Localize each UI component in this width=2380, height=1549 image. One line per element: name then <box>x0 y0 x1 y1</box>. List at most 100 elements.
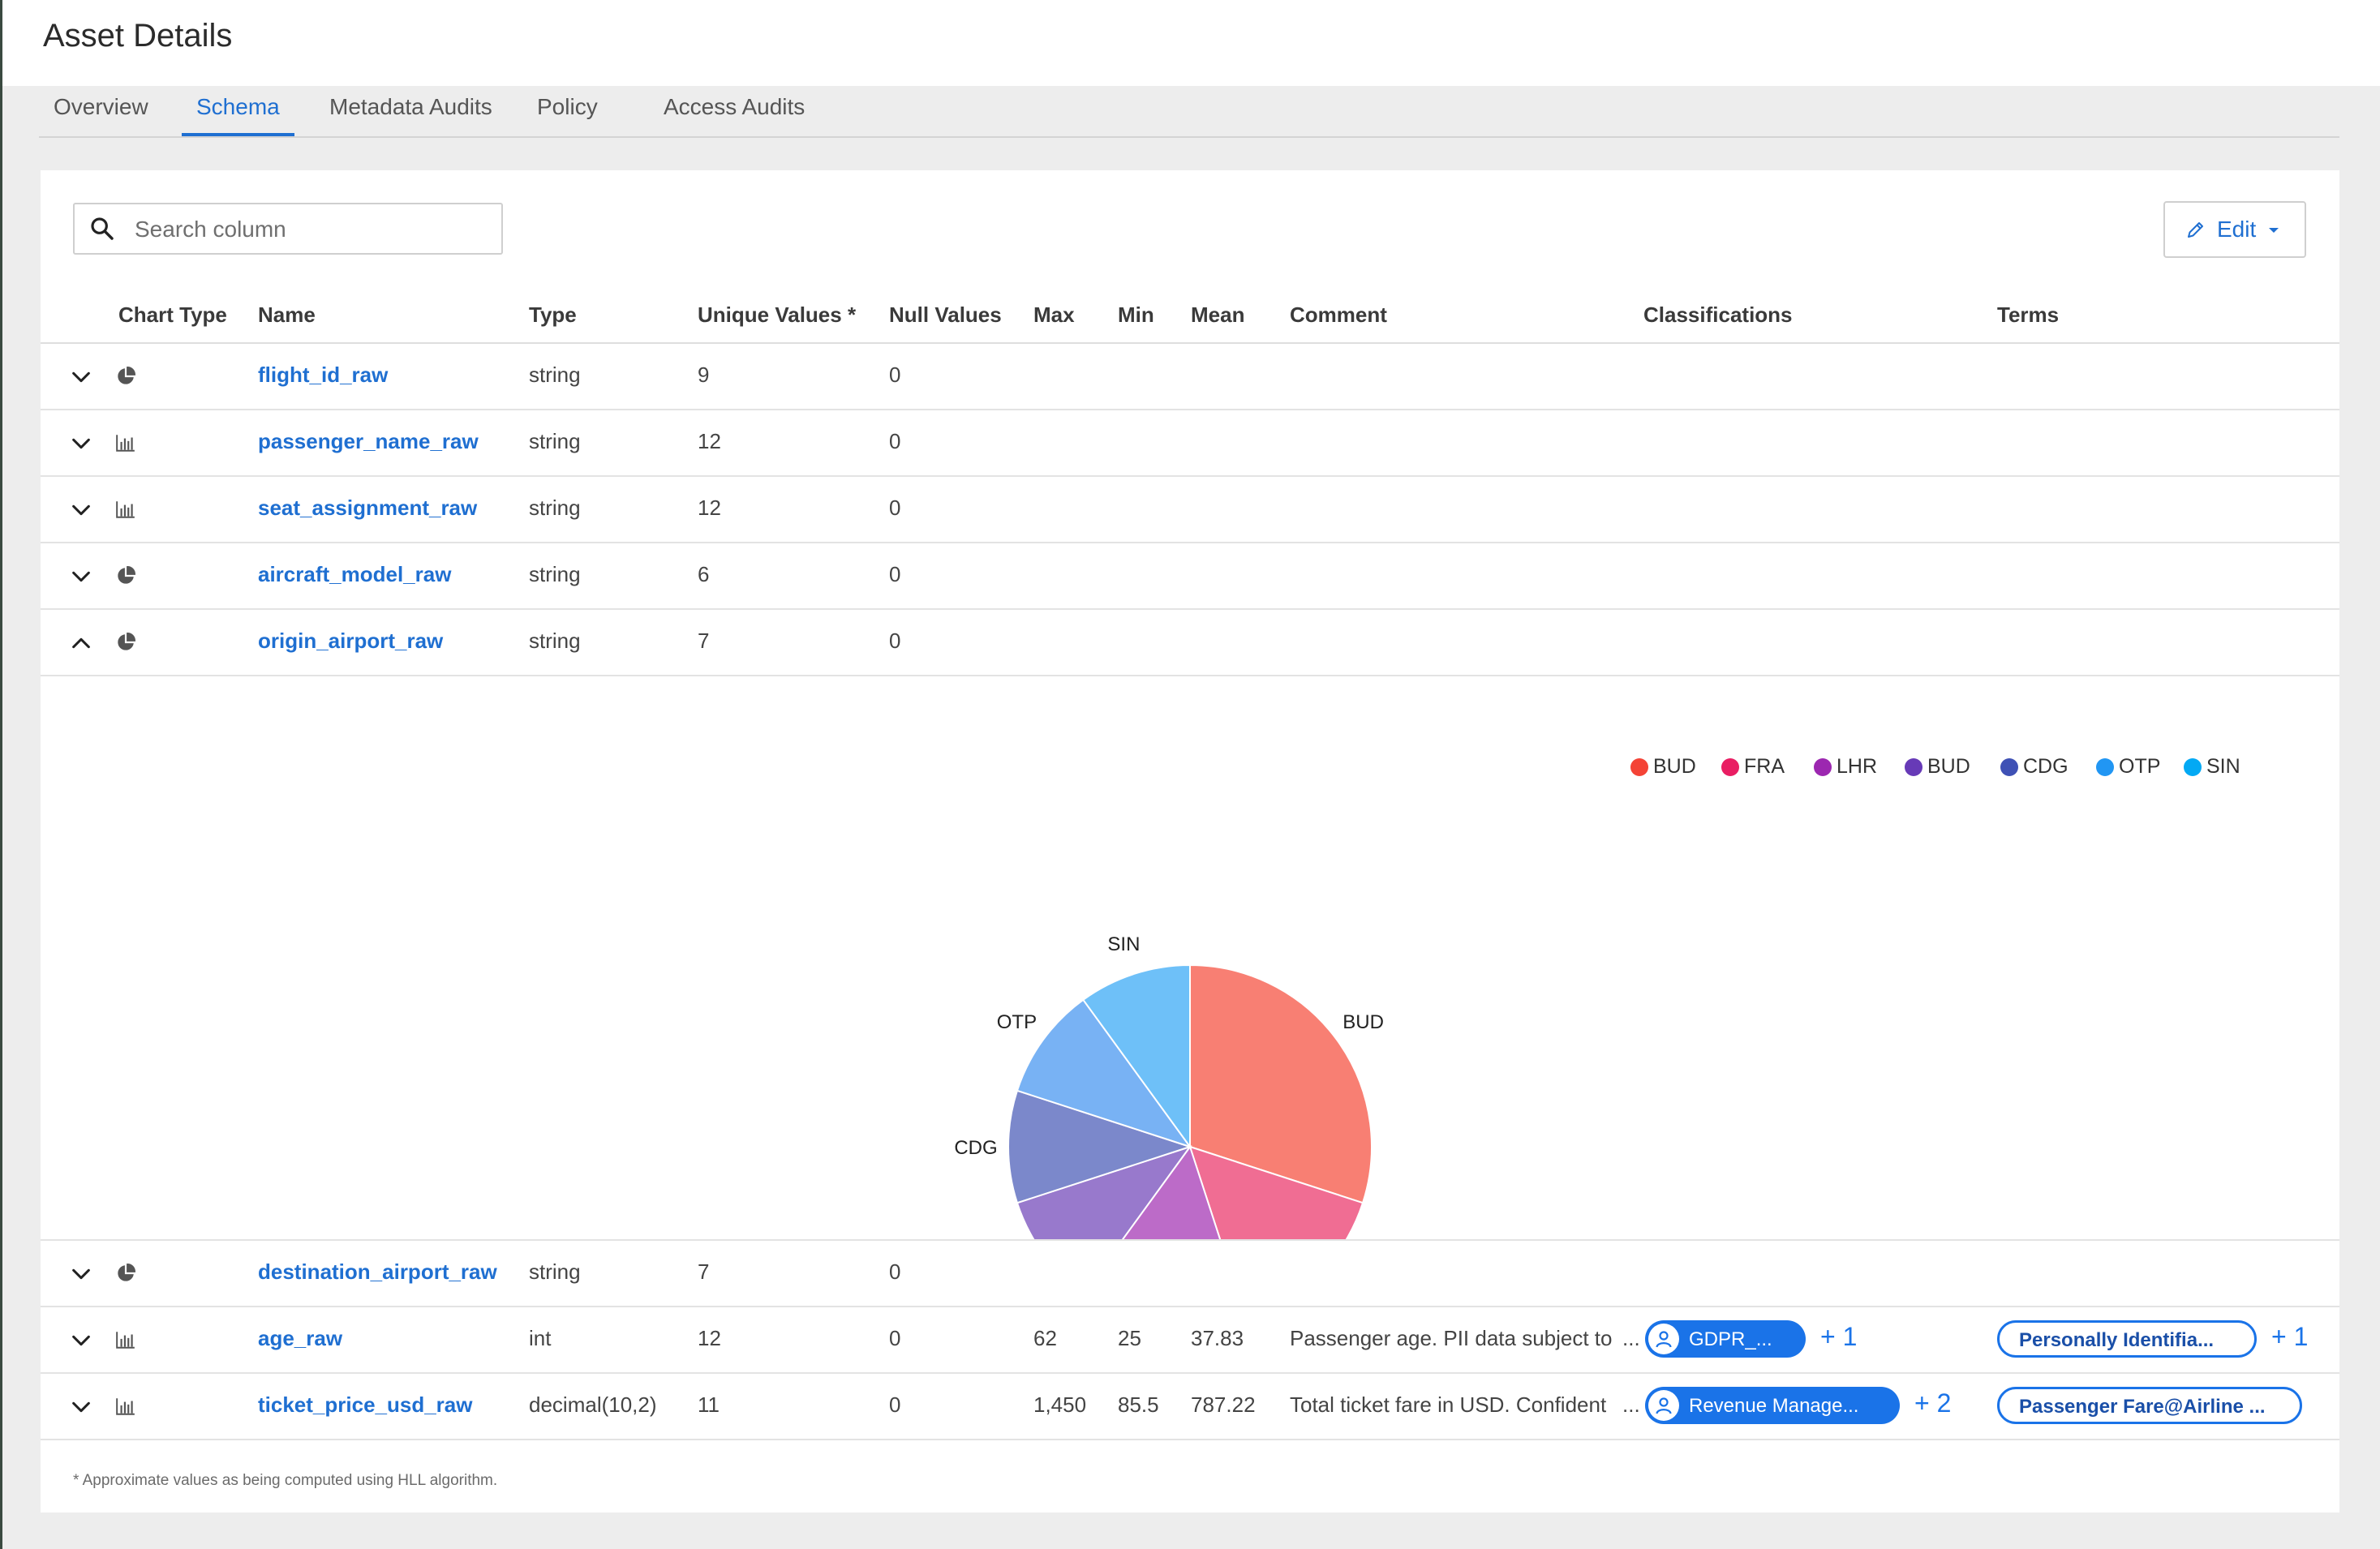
table-row[interactable]: seat_assignment_raw string 12 0 <box>41 477 2339 543</box>
more-terms[interactable]: + 1 <box>2271 1322 2309 1351</box>
column-header-type: Type <box>529 303 577 327</box>
pie-chart-icon <box>118 633 135 650</box>
unique-values: 6 <box>698 562 710 586</box>
search-input[interactable] <box>133 212 485 247</box>
max-value: 1,450 <box>1033 1392 1087 1417</box>
chevron-down-icon[interactable] <box>70 1263 92 1285</box>
comment-text: Passenger age. PII data subject to <box>1290 1326 1613 1350</box>
comment-more[interactable]: ... <box>1622 1392 1640 1417</box>
column-header-max: Max <box>1033 303 1075 327</box>
legend-dot <box>1905 758 1922 776</box>
chevron-down-icon[interactable] <box>70 499 92 521</box>
schema-panel: Edit Chart Type Name Type Unique Values … <box>41 170 2339 1513</box>
term-tag[interactable]: Personally Identifia... <box>1997 1320 2257 1358</box>
column-name-link[interactable]: age_raw <box>258 1326 343 1350</box>
pie-slice-cdg[interactable] <box>1007 1089 1193 1204</box>
legend-label: BUD <box>1927 755 1970 778</box>
column-name-link[interactable]: aircraft_model_raw <box>258 562 452 586</box>
pie-label: SIN <box>1107 933 1140 955</box>
tab-metadata-audits[interactable]: Metadata Audits <box>329 94 492 119</box>
header-divider <box>41 342 2339 344</box>
comment-more[interactable]: ... <box>1622 1326 1640 1350</box>
table-row[interactable]: destination_airport_raw string 7 0 <box>41 1241 2339 1307</box>
null-values: 0 <box>889 1259 901 1284</box>
mean-value: 37.83 <box>1191 1326 1244 1350</box>
table-row-expanded[interactable]: origin_airport_raw string 7 0 <box>41 610 2339 676</box>
bar-chart-icon <box>116 435 135 452</box>
max-value: 62 <box>1033 1326 1057 1350</box>
pie-chart-icon <box>118 367 135 384</box>
window-edge <box>0 0 2 1549</box>
classification-tag[interactable]: Revenue Manage... <box>1645 1387 1900 1424</box>
legend-label: BUD <box>1653 755 1696 778</box>
more-classifications[interactable]: + 2 <box>1914 1388 1952 1418</box>
column-name-link[interactable]: seat_assignment_raw <box>258 496 478 520</box>
table-row[interactable]: age_raw int 12 0 62 25 37.83 Passenger a… <box>41 1307 2339 1374</box>
pie-slice-sin[interactable] <box>1081 963 1191 1150</box>
column-type: string <box>529 363 581 387</box>
column-header-classifications: Classifications <box>1643 303 1793 327</box>
legend-dot <box>2000 758 2018 776</box>
null-values: 0 <box>889 562 901 586</box>
legend-dot <box>1721 758 1739 776</box>
pie-label: BUD <box>1343 1011 1384 1033</box>
pie-slice-bud[interactable] <box>1016 1145 1192 1239</box>
column-name-link[interactable]: destination_airport_raw <box>258 1259 497 1284</box>
pie-slice-otp[interactable] <box>1016 998 1192 1148</box>
unique-values: 7 <box>698 629 710 653</box>
classification-label: GDPR_... <box>1689 1328 1772 1350</box>
null-values: 0 <box>889 363 901 387</box>
table-row[interactable]: ticket_price_usd_raw decimal(10,2) 11 0 … <box>41 1374 2339 1440</box>
search-field[interactable] <box>73 203 503 255</box>
pie-slice-lhr[interactable] <box>1083 1144 1246 1239</box>
column-name-link[interactable]: ticket_price_usd_raw <box>258 1392 473 1417</box>
column-name-link[interactable]: passenger_name_raw <box>258 429 479 453</box>
pencil-icon <box>2188 222 2203 238</box>
legend-dot <box>1630 758 1648 776</box>
table-row[interactable]: aircraft_model_raw string 6 0 <box>41 543 2339 610</box>
column-type: string <box>529 562 581 586</box>
null-values: 0 <box>889 629 901 653</box>
column-name-link[interactable]: flight_id_raw <box>258 363 389 387</box>
footnote: * Approximate values as being computed u… <box>73 1472 498 1489</box>
chevron-down-icon[interactable] <box>70 1396 92 1418</box>
chevron-down-icon[interactable] <box>70 565 92 588</box>
pie-slice-fra[interactable] <box>1188 1145 1364 1239</box>
user-icon <box>1648 1390 1679 1421</box>
null-values: 0 <box>889 429 901 453</box>
table-row[interactable]: passenger_name_raw string 12 0 <box>41 410 2339 477</box>
chevron-up-icon[interactable] <box>70 632 92 654</box>
column-type: decimal(10,2) <box>529 1392 657 1417</box>
null-values: 0 <box>889 1326 901 1350</box>
search-icon <box>91 217 114 240</box>
pie-chart-icon <box>118 566 135 584</box>
legend-label: CDG <box>2023 755 2069 778</box>
bar-chart-icon <box>116 1398 135 1415</box>
unique-values: 12 <box>698 1326 721 1350</box>
edit-button[interactable]: Edit <box>2163 201 2306 258</box>
tab-schema[interactable]: Schema <box>182 94 294 136</box>
caret-down-icon <box>2269 228 2279 233</box>
column-header-min: Min <box>1118 303 1154 327</box>
chevron-down-icon[interactable] <box>70 1329 92 1352</box>
pie-label: OTP <box>997 1011 1037 1033</box>
unique-values: 12 <box>698 429 721 453</box>
more-classifications[interactable]: + 1 <box>1820 1322 1858 1351</box>
tab-policy[interactable]: Policy <box>537 94 598 119</box>
unique-values: 7 <box>698 1259 710 1284</box>
table-row[interactable]: flight_id_raw string 9 0 <box>41 344 2339 410</box>
bar-chart-icon <box>116 501 135 518</box>
term-tag[interactable]: Passenger Fare@Airline ... <box>1997 1387 2302 1424</box>
column-header-chart-type: Chart Type <box>118 303 227 327</box>
pie-slice-bud[interactable] <box>1189 963 1373 1204</box>
page-title: Asset Details <box>43 18 233 54</box>
column-type: string <box>529 629 581 653</box>
classification-label: Revenue Manage... <box>1689 1395 1859 1417</box>
tab-overview[interactable]: Overview <box>54 94 148 119</box>
chevron-down-icon[interactable] <box>70 366 92 388</box>
tab-access-audits[interactable]: Access Audits <box>664 94 806 119</box>
column-name-link[interactable]: origin_airport_raw <box>258 629 444 653</box>
classification-tag[interactable]: GDPR_... <box>1645 1320 1806 1358</box>
chevron-down-icon[interactable] <box>70 432 92 455</box>
